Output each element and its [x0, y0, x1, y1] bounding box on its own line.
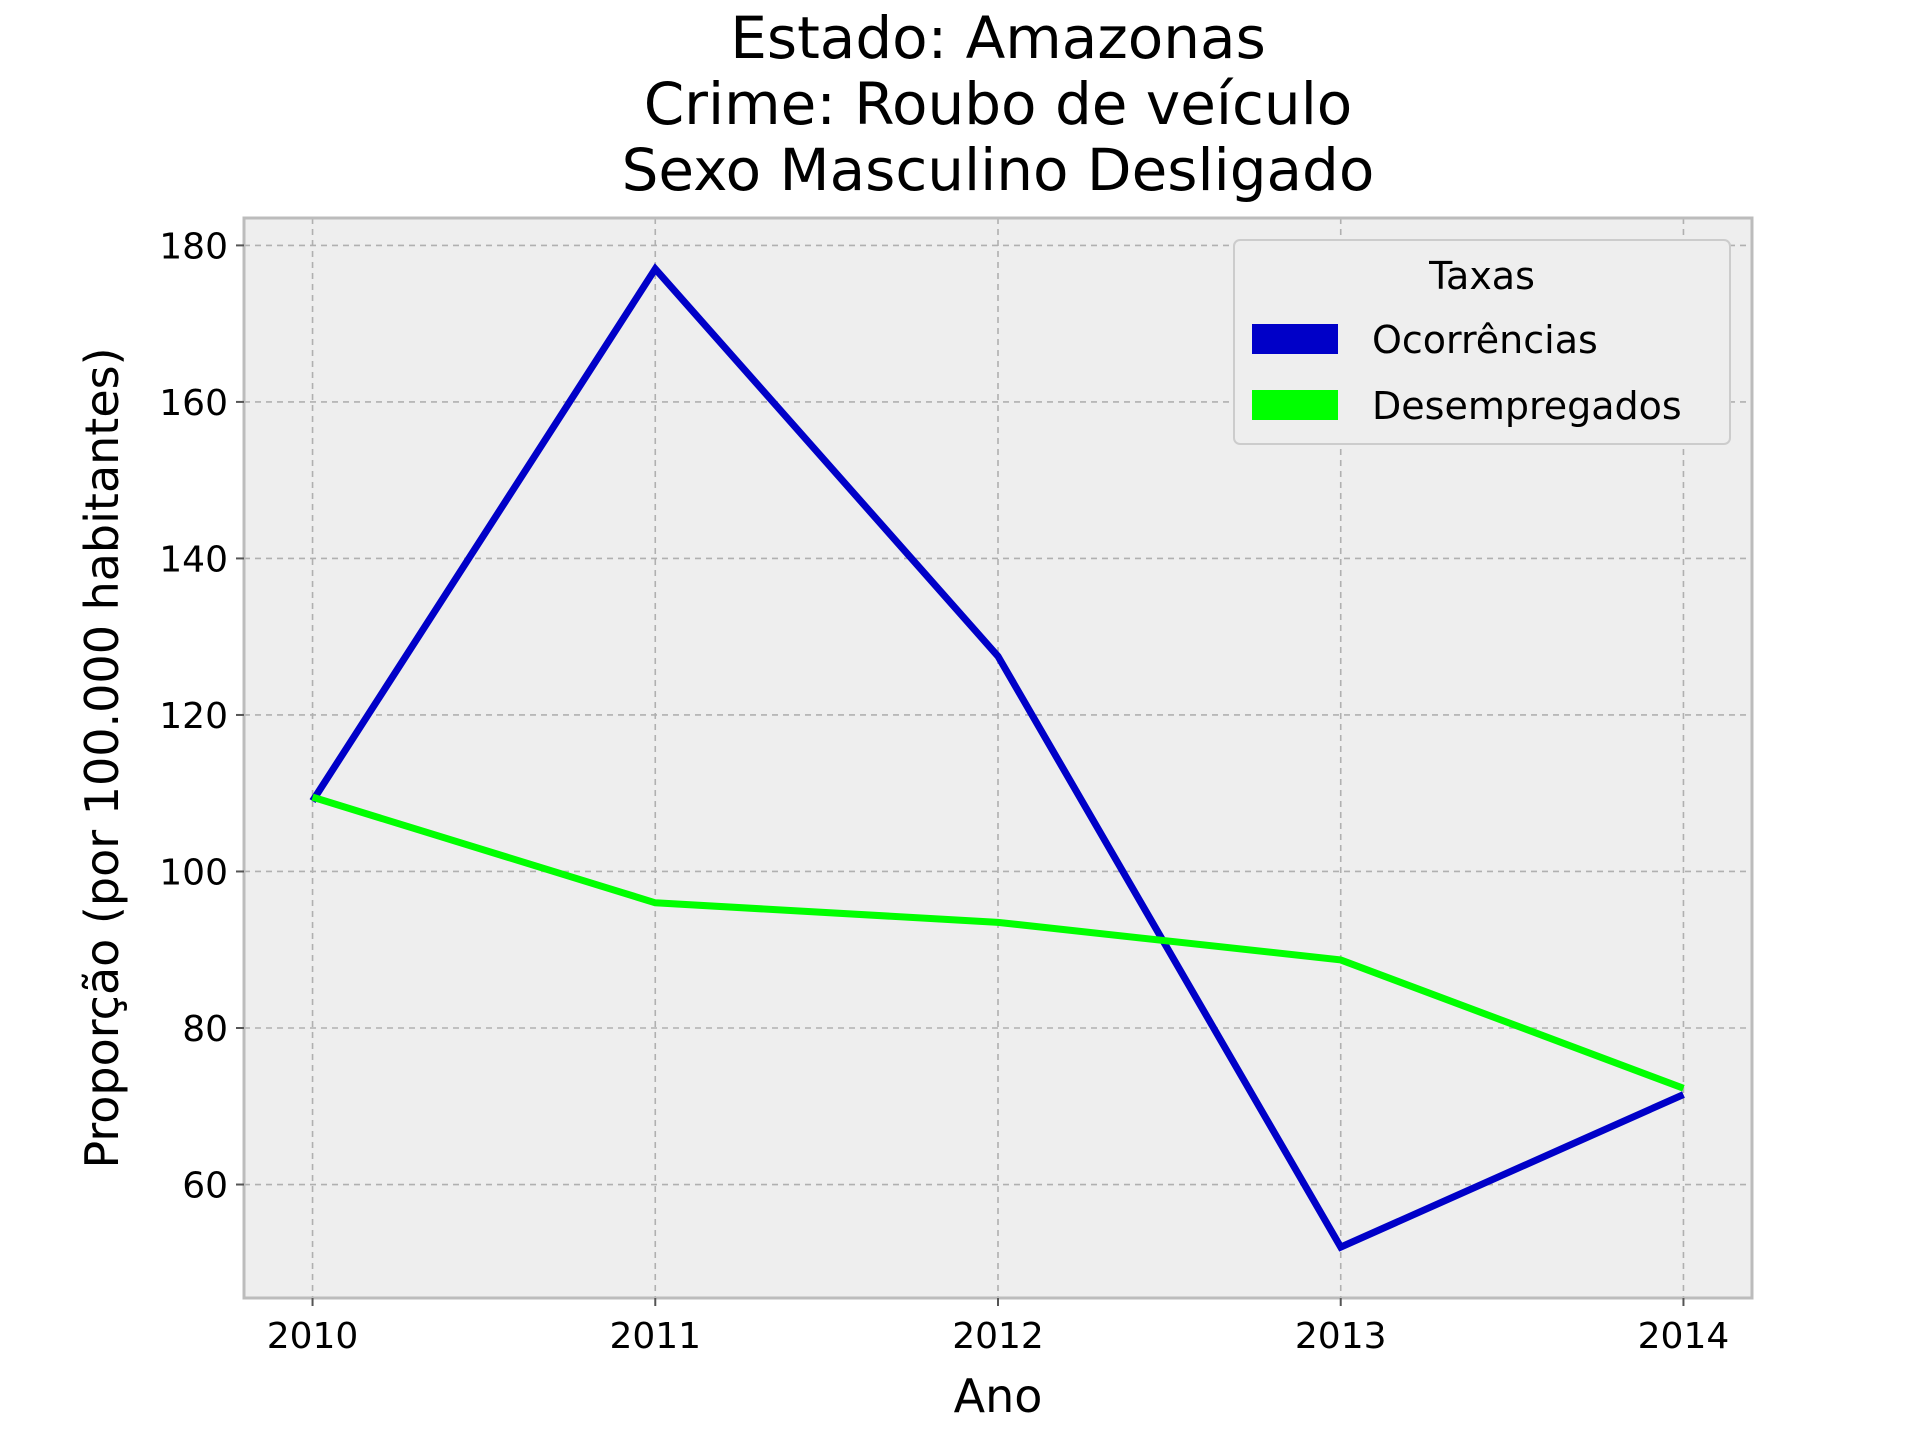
y-tick-label: 120: [159, 696, 228, 737]
x-tick-label: 2010: [267, 1316, 359, 1357]
chart-title: Estado: Amazonas Crime: Roubo de veículo…: [622, 4, 1375, 204]
legend-label-ocorrencias: Ocorrências: [1372, 318, 1598, 362]
x-tick-label: 2014: [1638, 1316, 1730, 1357]
legend-label-desempregados: Desempregados: [1372, 384, 1682, 428]
series-line-ocorrencias: [309, 263, 1685, 1252]
legend-box: [1233, 239, 1731, 445]
y-tick-label: 60: [182, 1166, 228, 1207]
y-tick-label: 180: [159, 226, 228, 267]
x-tick-label: 2012: [952, 1316, 1044, 1357]
title-line-1: Estado: Amazonas: [730, 4, 1266, 72]
x-tick-label: 2011: [609, 1316, 701, 1357]
y-tick-label: 160: [159, 383, 228, 424]
legend: Taxas Ocorrências Desempregados: [1233, 239, 1731, 445]
legend-swatch-desempregados: [1252, 390, 1338, 420]
x-axis-label: Ano: [954, 1369, 1043, 1423]
x-tick-label: 2013: [1295, 1316, 1387, 1357]
y-axis-label: Proporção (por 100.000 habitantes): [75, 347, 129, 1168]
axis-ticks: 2010 2011 2012 2013 2014 60 80 100 120 140 160 180: [159, 226, 1729, 1357]
legend-title: Taxas: [1428, 254, 1535, 298]
series-line-desempregados: [311, 793, 1685, 1092]
title-line-3: Sexo Masculino Desligado: [622, 136, 1375, 204]
y-tick-label: 100: [159, 852, 228, 893]
y-tick-label: 140: [159, 539, 228, 580]
y-tick-label: 80: [182, 1009, 228, 1050]
title-line-2: Crime: Roubo de veículo: [644, 70, 1353, 138]
series-lines: [309, 263, 1685, 1252]
legend-swatch-ocorrencias: [1252, 324, 1338, 354]
